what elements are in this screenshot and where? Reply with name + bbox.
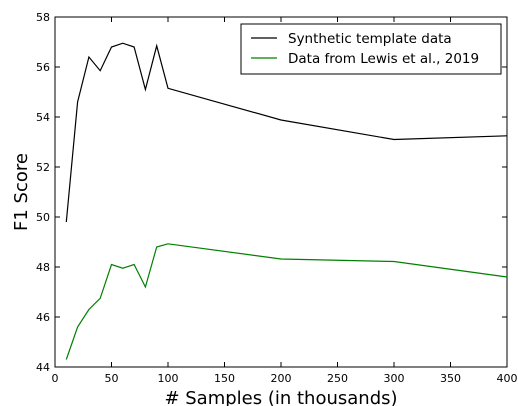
x-tick-label: 0 — [52, 372, 59, 385]
x-tick-label: 350 — [440, 372, 461, 385]
x-tick-label: 150 — [214, 372, 235, 385]
legend: Synthetic template data Data from Lewis e… — [240, 23, 502, 75]
y-axis-title: F1 Score — [11, 153, 32, 231]
x-tick-label: 250 — [327, 372, 348, 385]
legend-label-2: Data from Lewis et al., 2019 — [288, 51, 479, 67]
series-line-1 — [65, 42, 508, 223]
y-tick-label: 46 — [36, 311, 50, 324]
y-tick-label: 52 — [36, 161, 50, 174]
axis-ticks: 0 50 100 150 200 250 300 350 400 44 46 48 50 52 54 56 58 — [36, 11, 518, 385]
legend-label-1: Synthetic template data — [288, 31, 452, 47]
x-tick-label: 50 — [105, 372, 119, 385]
series-line-2 — [65, 243, 508, 360]
y-tick-label: 54 — [36, 111, 50, 124]
x-tick-label: 300 — [384, 372, 405, 385]
y-tick-label: 58 — [36, 11, 50, 24]
y-tick-label: 56 — [36, 61, 50, 74]
y-tick-label: 48 — [36, 261, 50, 274]
y-tick-label: 50 — [36, 211, 50, 224]
x-tick-label: 100 — [158, 372, 179, 385]
x-tick-label: 400 — [497, 372, 518, 385]
legend-box — [240, 23, 502, 75]
y-tick-label: 44 — [36, 361, 50, 374]
x-tick-label: 200 — [271, 372, 292, 385]
series-layer — [65, 42, 508, 360]
x-axis-title: # Samples (in thousands) — [164, 388, 397, 406]
